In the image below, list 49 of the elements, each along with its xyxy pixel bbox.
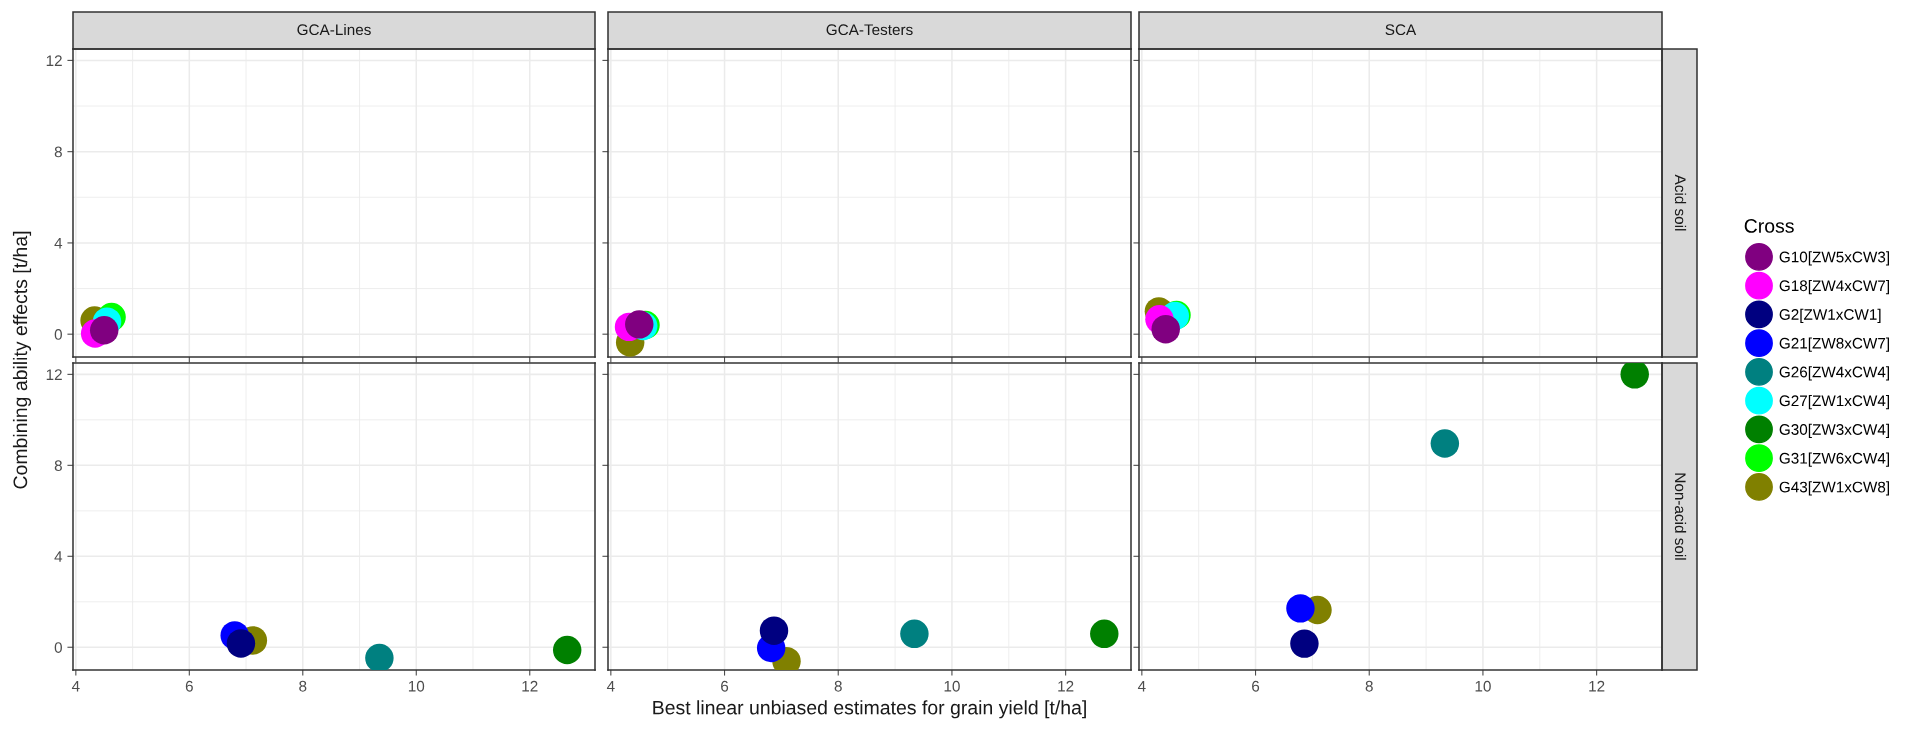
x-tick-label: 6 — [1252, 680, 1260, 692]
point — [1286, 594, 1315, 623]
y-tick-label: 4 — [54, 551, 63, 562]
legend-label: G21[ZW8xCW7] — [1779, 337, 1889, 352]
x-tick-label: 12 — [1058, 680, 1074, 692]
point — [759, 616, 789, 645]
x-tick-label: 10 — [944, 680, 960, 692]
x-tick-label: 12 — [1589, 680, 1605, 692]
text: Non-acid soil — [1674, 473, 1687, 560]
y-axis-title: Combining ability effects [t/ha] — [12, 231, 32, 489]
y-tick-label: 12 — [46, 369, 62, 380]
point — [1090, 619, 1119, 649]
x-tick-label: 4 — [606, 680, 615, 692]
point — [1290, 629, 1319, 658]
legend-title: Cross — [1744, 219, 1794, 233]
legend-label: G27[ZW1xCW4] — [1779, 394, 1889, 410]
y-tick-label: 12 — [46, 55, 62, 66]
chart-title: GCA-Testers — [826, 24, 913, 36]
x-tick-label: 4 — [1137, 680, 1146, 692]
legend-label: G26[ZW4xCW4] — [1779, 366, 1889, 381]
point — [89, 316, 119, 345]
y-tick-label: 4 — [54, 237, 63, 249]
legend-label: G10[ZW5xCW3] — [1779, 251, 1889, 266]
legend-label: G2[ZW1xCW1] — [1779, 308, 1881, 323]
x-tick-label: 6 — [721, 680, 729, 692]
point — [1151, 314, 1180, 344]
x-tick-label: 6 — [185, 680, 193, 692]
chart-title: GCA-Lines — [297, 23, 371, 36]
point — [900, 619, 929, 649]
chart-title: SCA — [1385, 24, 1417, 36]
y-tick-label: 8 — [54, 146, 62, 158]
x-tick-label: 10 — [1475, 680, 1491, 692]
point — [1430, 429, 1460, 458]
x-tick-label: 8 — [834, 680, 842, 692]
x-tick-label: 12 — [522, 680, 538, 692]
legend-label: G18[ZW4xCW7] — [1779, 279, 1889, 295]
y-tick-label: 0 — [54, 642, 62, 653]
point — [1620, 363, 1649, 389]
x-tick-label: 8 — [299, 680, 307, 692]
text: Acid soil — [1674, 174, 1687, 231]
y-tick-label: 8 — [54, 460, 62, 472]
x-tick-label: 4 — [71, 680, 80, 692]
legend-label: G31[ZW6xCW4] — [1779, 452, 1889, 467]
legend-label: G43[ZW1xCW8] — [1779, 481, 1889, 496]
y-tick-label: 0 — [54, 329, 62, 340]
legend-label: G30[ZW3xCW4] — [1779, 423, 1889, 438]
x-tick-label: 8 — [1365, 680, 1373, 692]
x-tick-label: 10 — [408, 680, 425, 692]
x-axis-title: Best linear unbiased estimates for grain yield [t/ha] — [653, 700, 1086, 719]
